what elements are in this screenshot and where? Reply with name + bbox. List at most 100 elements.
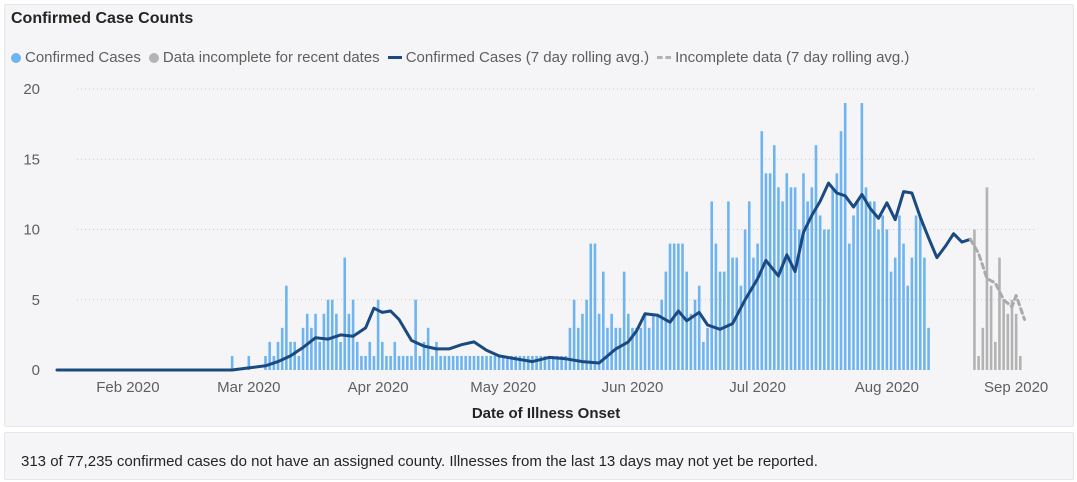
incomplete-avg-line[interactable] — [968, 237, 1026, 321]
bar[interactable] — [831, 187, 834, 370]
bar[interactable] — [589, 243, 593, 370]
bar[interactable] — [885, 229, 889, 371]
bar[interactable] — [364, 355, 367, 370]
bar[interactable] — [514, 355, 518, 370]
bar[interactable] — [347, 313, 351, 370]
bar[interactable] — [994, 341, 997, 370]
bar[interactable] — [506, 355, 509, 370]
bar[interactable] — [843, 103, 847, 371]
bar[interactable] — [677, 243, 680, 370]
bar[interactable] — [668, 243, 672, 370]
bar[interactable] — [835, 173, 839, 370]
bar[interactable] — [868, 201, 872, 370]
bar[interactable] — [322, 313, 326, 370]
bar[interactable] — [827, 229, 830, 371]
bar[interactable] — [672, 243, 676, 370]
legend-item-incomplete[interactable]: Data incomplete for recent dates — [148, 49, 380, 66]
bar[interactable] — [360, 355, 363, 370]
bar[interactable] — [551, 355, 555, 370]
bar[interactable] — [973, 229, 976, 371]
bar[interactable] — [368, 341, 372, 370]
bar[interactable] — [643, 313, 647, 370]
bar[interactable] — [622, 271, 626, 370]
bar[interactable] — [401, 355, 405, 370]
bar[interactable] — [305, 313, 309, 370]
bar[interactable] — [376, 299, 380, 370]
bar[interactable] — [606, 327, 609, 370]
bar[interactable] — [460, 355, 463, 370]
bar[interactable] — [731, 257, 734, 370]
bar[interactable] — [526, 355, 530, 370]
bar[interactable] — [639, 327, 643, 370]
bar[interactable] — [576, 327, 580, 370]
bar[interactable] — [230, 355, 234, 370]
bar[interactable] — [439, 355, 442, 370]
bar[interactable] — [722, 271, 726, 370]
bar[interactable] — [781, 201, 784, 370]
bar[interactable] — [798, 229, 801, 371]
bar[interactable] — [1002, 299, 1005, 370]
bar[interactable] — [451, 355, 455, 370]
bar[interactable] — [247, 355, 251, 370]
bar[interactable] — [981, 327, 985, 370]
bar[interactable] — [493, 355, 497, 370]
bar[interactable] — [864, 187, 868, 370]
bar[interactable] — [585, 299, 588, 370]
bar[interactable] — [389, 355, 392, 370]
bar[interactable] — [1010, 299, 1014, 370]
bar[interactable] — [702, 341, 705, 370]
bar[interactable] — [343, 257, 347, 370]
bar[interactable] — [802, 173, 805, 370]
legend-item-incomplete-avg[interactable]: Incomplete data (7 day rolling avg.) — [657, 49, 909, 66]
bar[interactable] — [597, 313, 601, 370]
bar[interactable] — [689, 313, 693, 370]
bar[interactable] — [793, 187, 797, 370]
bar[interactable] — [989, 285, 993, 370]
bar[interactable] — [406, 355, 409, 370]
bar[interactable] — [318, 341, 322, 370]
bar[interactable] — [472, 355, 476, 370]
bar[interactable] — [985, 187, 989, 370]
bar[interactable] — [777, 187, 780, 370]
bar[interactable] — [877, 229, 880, 371]
bar[interactable] — [647, 327, 651, 370]
bar[interactable] — [556, 355, 559, 370]
bar[interactable] — [839, 131, 843, 370]
bar[interactable] — [330, 299, 334, 370]
legend-item-rolling-avg[interactable]: Confirmed Cases (7 day rolling avg.) — [387, 49, 649, 66]
bar[interactable] — [335, 313, 338, 370]
bar[interactable] — [593, 243, 597, 370]
bar[interactable] — [752, 257, 755, 370]
legend-item-confirmed-cases[interactable]: Confirmed Cases — [11, 49, 141, 66]
bar[interactable] — [431, 355, 434, 370]
bar[interactable] — [814, 145, 818, 370]
bar[interactable] — [418, 355, 422, 370]
bar[interactable] — [468, 355, 472, 370]
bar[interactable] — [893, 257, 897, 370]
bar[interactable] — [860, 103, 864, 371]
bar[interactable] — [518, 355, 522, 370]
bar[interactable] — [397, 355, 401, 370]
bar[interactable] — [697, 285, 701, 370]
bar[interactable] — [443, 355, 447, 370]
bar[interactable] — [739, 285, 743, 370]
bar[interactable] — [881, 215, 884, 370]
bar[interactable] — [681, 243, 684, 370]
bar[interactable] — [977, 355, 980, 370]
bar[interactable] — [635, 327, 638, 370]
bar[interactable] — [852, 215, 855, 370]
bar[interactable] — [602, 271, 605, 370]
bar[interactable] — [547, 355, 551, 370]
bar[interactable] — [902, 243, 905, 370]
bar[interactable] — [747, 201, 751, 370]
bar[interactable] — [522, 355, 526, 370]
bar[interactable] — [656, 313, 659, 370]
bar[interactable] — [789, 187, 793, 370]
bar[interactable] — [410, 355, 413, 370]
bar[interactable] — [568, 327, 572, 370]
bar[interactable] — [380, 341, 384, 370]
bar[interactable] — [760, 131, 764, 370]
bar[interactable] — [906, 285, 910, 370]
bar[interactable] — [856, 201, 859, 370]
bar[interactable] — [873, 201, 876, 370]
